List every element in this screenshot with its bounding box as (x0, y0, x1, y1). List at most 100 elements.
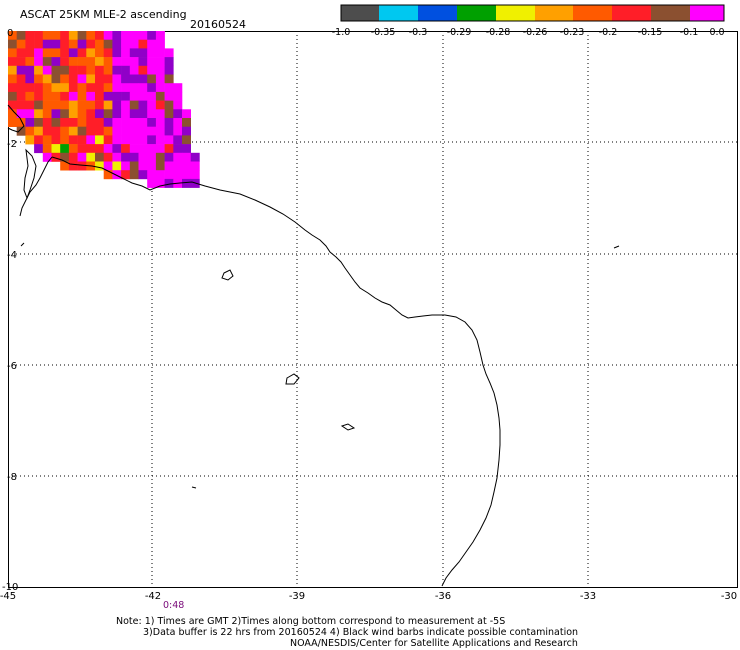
swath-cell (42, 109, 52, 119)
swath-cell (25, 74, 35, 84)
swath-cell (147, 83, 157, 93)
swath-cell (182, 144, 191, 154)
swath-cell (103, 118, 113, 127)
lon-tick-label: -45 (0, 591, 16, 602)
swath-cell (8, 83, 17, 93)
swath-cell (42, 152, 52, 162)
map-frame (8, 31, 738, 588)
map-title: ASCAT 25KM MLE-2 ascending (20, 8, 187, 21)
swath-cell (25, 126, 35, 136)
swath-cell (173, 100, 183, 110)
swath-cell (42, 57, 52, 67)
swath-cell (164, 109, 174, 119)
swath-cell (155, 135, 165, 145)
swath-cell (86, 31, 96, 40)
swath-cell (95, 118, 104, 127)
swath-cell (173, 152, 183, 162)
swath-cell (51, 126, 61, 136)
swath-cell (42, 83, 52, 93)
swath-cell (42, 65, 52, 75)
swath-cell (51, 83, 61, 93)
swath-cell (155, 74, 165, 84)
swath-cell (68, 152, 78, 162)
swath-cell (147, 65, 157, 75)
swath-cell (164, 126, 174, 136)
swath-cell (51, 57, 61, 67)
swath-cell (86, 57, 96, 67)
longitude-axis: -45 -42 -39 -36 -33 -30 (0, 591, 737, 602)
swath-cell (147, 109, 157, 119)
swath-cell (25, 118, 35, 127)
swath-cell (155, 100, 165, 110)
swath-cell (8, 48, 17, 58)
legend-label: -0.3 (409, 27, 428, 38)
swath-cell (51, 74, 61, 84)
swath-cell (42, 91, 52, 101)
swath-cell (95, 91, 104, 101)
swath-cell (129, 65, 139, 75)
swath-cell (164, 65, 174, 75)
swath-cell (138, 83, 148, 93)
legend-swatch (341, 5, 379, 21)
swath-cell (112, 126, 122, 136)
swath-cell (68, 135, 78, 145)
swath-cell (68, 57, 78, 67)
swath-cell (147, 118, 157, 127)
legend-label: -0.23 (560, 27, 585, 38)
swath-cell (121, 83, 131, 93)
swath-cell (164, 83, 174, 93)
legend-swatch (651, 5, 690, 21)
swath-cell (60, 109, 70, 119)
legend-label: -0.29 (447, 27, 472, 38)
swath-cell (77, 152, 87, 162)
swath-cell (42, 126, 52, 136)
legend-swatch (379, 5, 418, 21)
swath-cell (16, 74, 26, 84)
swath-cell (121, 161, 131, 171)
swath-cell (112, 48, 122, 58)
latitude-axis: 0 -2 -4 -6 -8 -10 (2, 28, 18, 593)
swath-cell (77, 83, 87, 93)
swath-cell (147, 39, 157, 49)
swath-cell (25, 91, 35, 101)
swath-cell (138, 161, 148, 171)
swath-cell (182, 152, 191, 162)
color-legend (340, 4, 725, 22)
swath-cell (182, 178, 191, 188)
swath-cell (173, 118, 183, 127)
swath-cell (34, 126, 44, 136)
data-swath (8, 31, 200, 188)
swath-cell (138, 100, 148, 110)
swath-cell (8, 39, 17, 49)
swath-cell (77, 57, 87, 67)
swath-cell (103, 65, 113, 75)
swath-cell (60, 126, 70, 136)
swath-cell (164, 161, 174, 171)
swath-cell (51, 91, 61, 101)
swath-cell (68, 109, 78, 119)
legend-label: -0.1 (680, 27, 699, 38)
swath-cell (60, 135, 70, 145)
swath-cell (8, 91, 17, 101)
swath-cell (138, 65, 148, 75)
swath-cell (68, 39, 78, 49)
swath-cell (60, 100, 70, 110)
swath-cell (129, 39, 139, 49)
legend-labels: -1.0 -0.35 -0.3 -0.29 -0.28 -0.26 -0.23 … (332, 27, 725, 38)
swath-cell (16, 118, 26, 127)
swath-cell (60, 144, 70, 154)
swath-cell (173, 126, 183, 136)
swath-cell (95, 135, 104, 145)
swath-cell (112, 39, 122, 49)
swath-cell (34, 57, 44, 67)
swath-cell (121, 31, 131, 40)
swath-cell (164, 170, 174, 180)
swath-cell (164, 48, 174, 58)
swath-cell (147, 126, 157, 136)
swath-cell (138, 152, 148, 162)
swath-cell (51, 152, 61, 162)
swath-cell (129, 126, 139, 136)
swath-cell (155, 152, 165, 162)
legend-swatch (418, 5, 457, 21)
coastline (7, 104, 620, 587)
